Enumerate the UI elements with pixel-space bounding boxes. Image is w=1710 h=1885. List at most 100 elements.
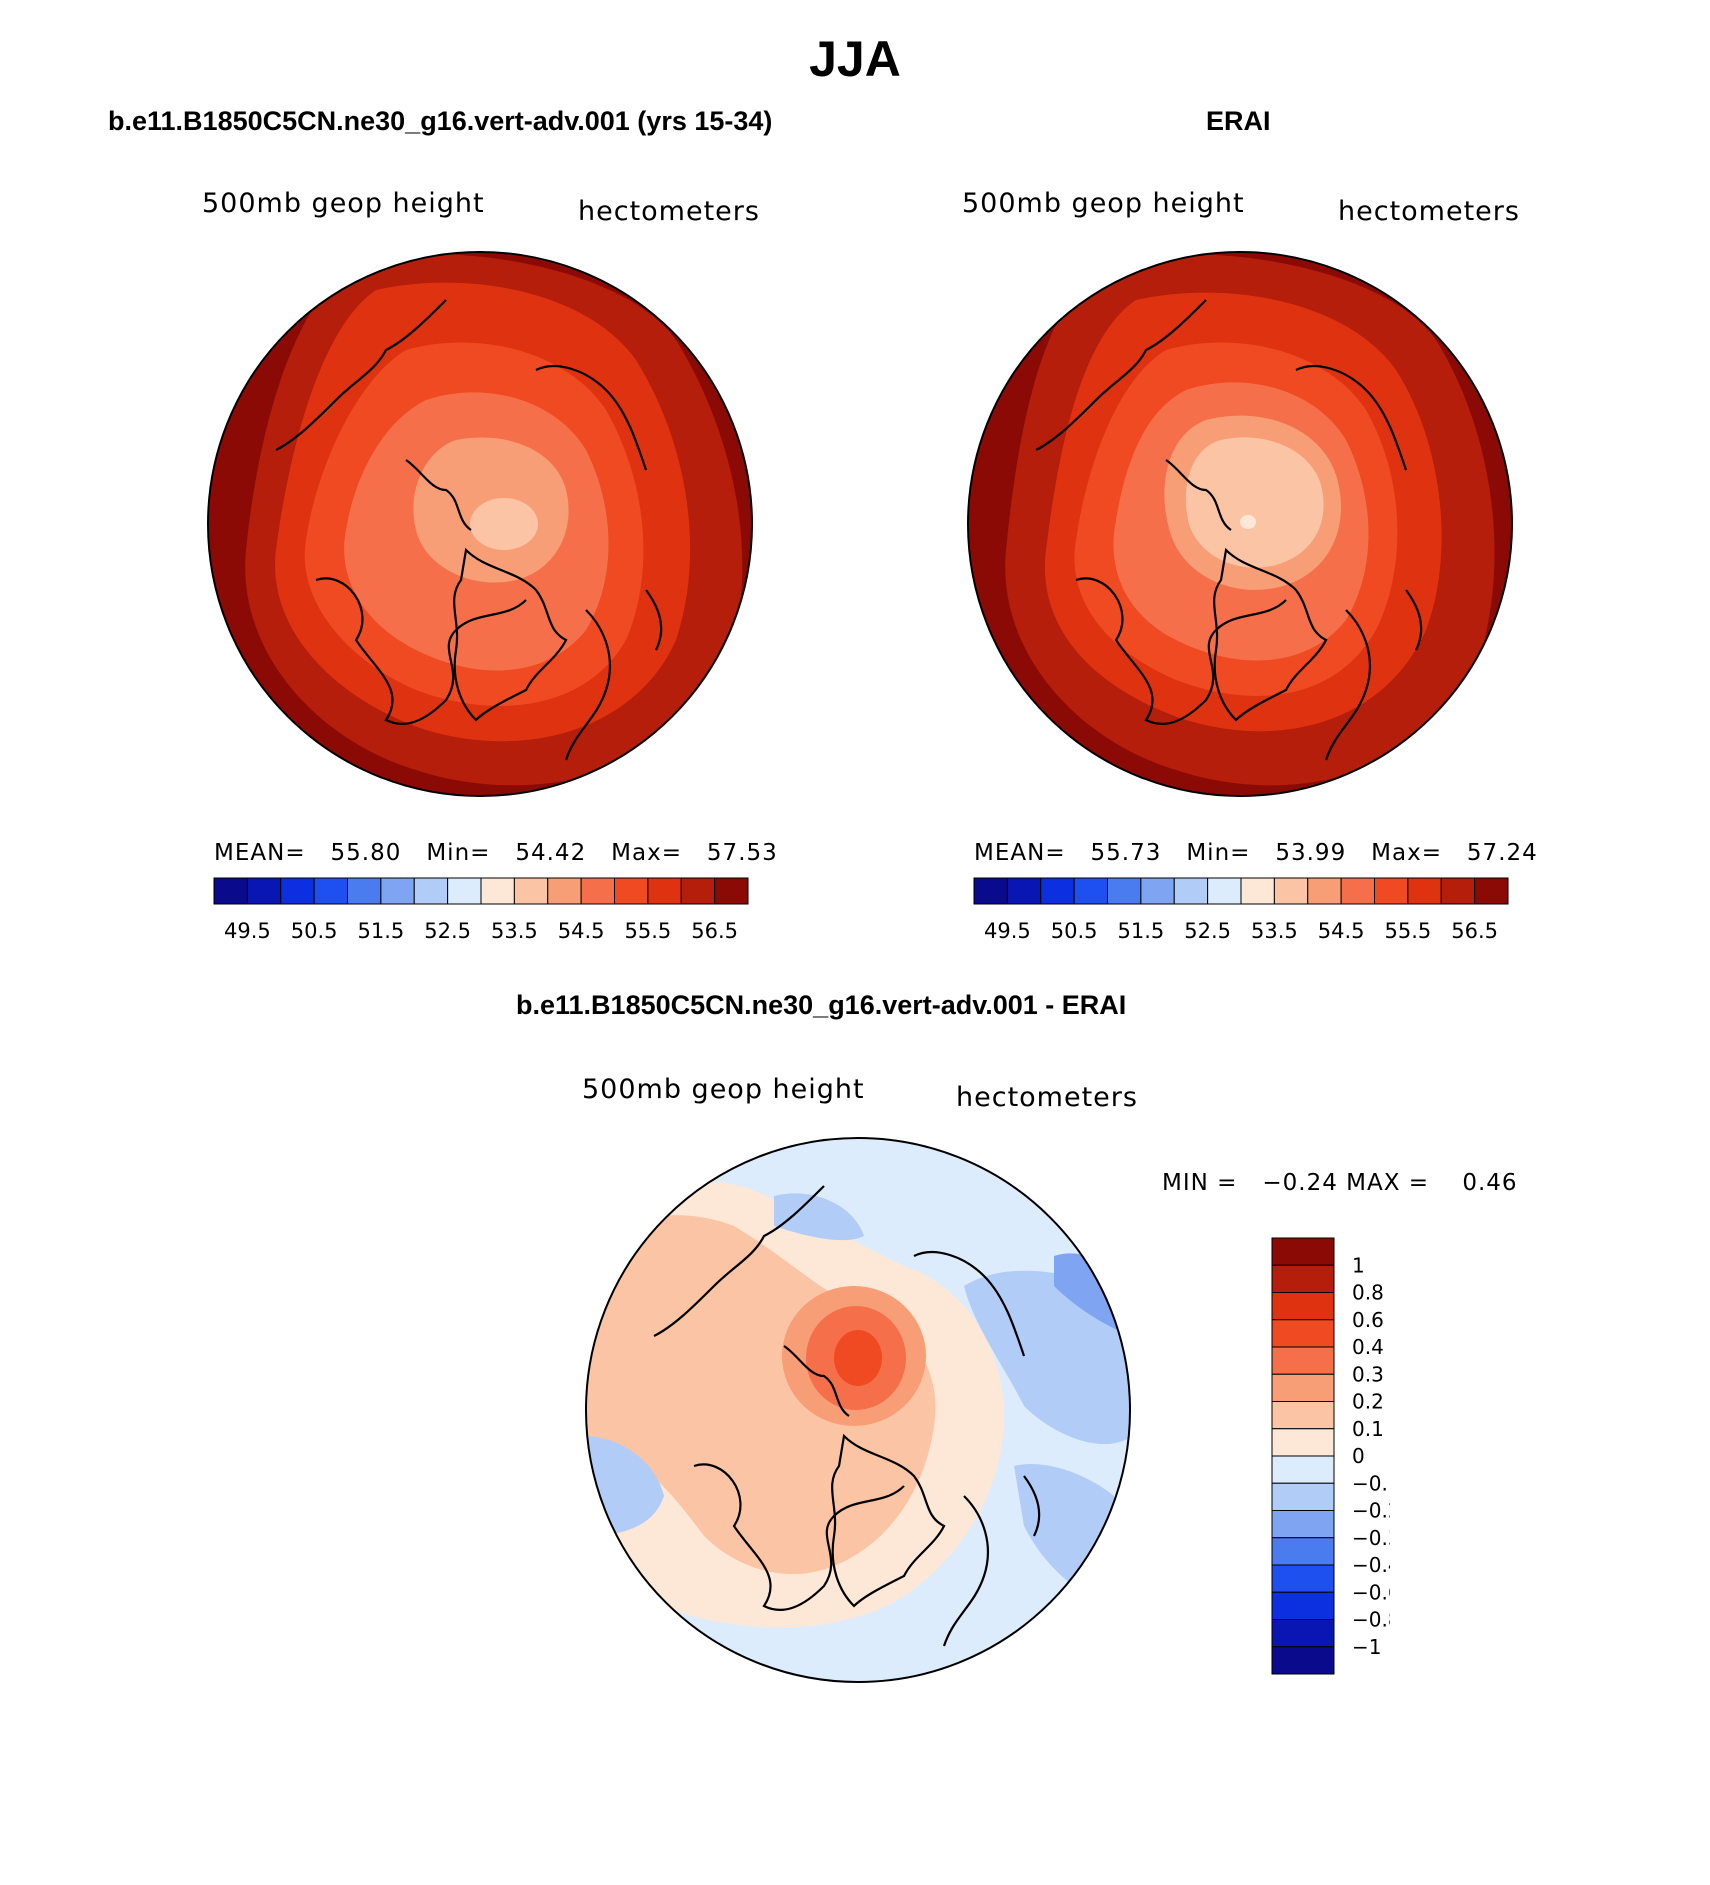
colorbar-2-swatch bbox=[1107, 877, 1142, 905]
panel-1-coastlines bbox=[275, 299, 663, 761]
colorbar-3-tick: −0.8 bbox=[1352, 1608, 1390, 1632]
colorbar-2-swatch bbox=[1140, 877, 1175, 905]
colorbar-2-swatch bbox=[973, 877, 1008, 905]
panel-2-min-value: 53.99 bbox=[1275, 840, 1347, 866]
colorbar-1-tick: 49.5 bbox=[224, 919, 271, 942]
panel-1-map-border bbox=[207, 251, 753, 797]
colorbar-3-swatch bbox=[1271, 1619, 1335, 1648]
panel-2-mean-value: 55.73 bbox=[1090, 840, 1162, 866]
colorbar-1-swatch bbox=[313, 877, 348, 905]
panel-2-max-label: Max= bbox=[1371, 840, 1442, 866]
colorbar-3-tick: 0.3 bbox=[1352, 1362, 1384, 1386]
panel-2-right-label: hectometers bbox=[1338, 196, 1520, 227]
panel-3-max-label: MAX = bbox=[1346, 1170, 1430, 1196]
colorbar-3-swatch bbox=[1271, 1482, 1335, 1511]
colorbar-2-swatch bbox=[1173, 877, 1209, 905]
panel-1-band-min bbox=[470, 498, 538, 550]
panel-2-max-value: 57.24 bbox=[1466, 840, 1538, 866]
colorbar-1-swatch bbox=[647, 877, 682, 905]
panel-1-min-label: Min= bbox=[426, 840, 491, 866]
panel-2-title: ERAI bbox=[1206, 106, 1271, 136]
colorbar-1-tick: 54.5 bbox=[558, 919, 605, 942]
colorbar-3-swatch bbox=[1271, 1373, 1335, 1402]
colorbar-3-swatch bbox=[1271, 1537, 1335, 1566]
colorbar-3-tick: 0.6 bbox=[1352, 1308, 1384, 1332]
panel-1-min-value: 54.42 bbox=[515, 840, 587, 866]
colorbar-1-swatch bbox=[614, 877, 649, 905]
colorbar-3-swatch bbox=[1271, 1428, 1335, 1457]
colorbar-3-tick: 0.4 bbox=[1352, 1335, 1384, 1359]
page-title: JJA bbox=[809, 31, 901, 87]
panel-1-polar-map bbox=[207, 251, 753, 797]
panel-1-title: b.e11.B1850C5CN.ne30_g16.vert-adv.001 (y… bbox=[108, 106, 773, 136]
panel-3-right-label: hectometers bbox=[956, 1082, 1138, 1113]
panel-3-left-label: 500mb geop height bbox=[582, 1074, 865, 1105]
colorbar-2-swatch bbox=[1073, 877, 1108, 905]
panel-3-colorbar: 1 0.8 0.6 0.4 0.3 0.2 0.1 0 −0.1 −0.2 −0.3 −0.4 −0.6… bbox=[1271, 1237, 1390, 1675]
colorbar-1-tick: 53.5 bbox=[491, 919, 538, 942]
panel-1-left-label: 500mb geop height bbox=[202, 188, 485, 219]
colorbar-2-swatch bbox=[1340, 877, 1375, 905]
panel-3-title: b.e11.B1850C5CN.ne30_g16.vert-adv.001 - … bbox=[516, 990, 1127, 1020]
colorbar-3-tick: 0.2 bbox=[1352, 1390, 1384, 1414]
panel-2-band-min bbox=[1240, 515, 1256, 529]
colorbar-1-swatch bbox=[580, 877, 615, 905]
colorbar-1-swatch bbox=[480, 877, 515, 905]
colorbar-3-swatch bbox=[1271, 1591, 1335, 1620]
colorbar-2-swatch bbox=[1040, 877, 1075, 905]
colorbar-1-tick: 55.5 bbox=[624, 919, 671, 942]
colorbar-3-swatch bbox=[1271, 1455, 1335, 1484]
panel-1-right-label: hectometers bbox=[578, 196, 760, 227]
panel-2-polar-map bbox=[967, 251, 1513, 797]
colorbar-3-swatch bbox=[1271, 1264, 1335, 1293]
colorbar-3-swatch bbox=[1271, 1237, 1335, 1266]
panel-1-max-value: 57.53 bbox=[706, 840, 778, 866]
panel-1-stats: MEAN= 55.80 Min= 54.42 Max= 57.53 bbox=[214, 840, 778, 866]
colorbar-2-swatch bbox=[1307, 877, 1342, 905]
colorbar-2-tick: 54.5 bbox=[1318, 919, 1365, 942]
colorbar-1-swatch bbox=[246, 877, 282, 905]
colorbar-3-swatch bbox=[1271, 1646, 1335, 1675]
colorbar-3-swatch bbox=[1271, 1564, 1335, 1593]
panel-1-colorbar: 49.5 50.5 51.5 52.5 53.5 54.5 55.5 56.5 bbox=[213, 877, 749, 942]
colorbar-3-tick: −0.6 bbox=[1352, 1580, 1390, 1604]
colorbar-2-swatch bbox=[1273, 877, 1309, 905]
colorbar-1-swatch bbox=[547, 877, 582, 905]
panel-3-map-border bbox=[585, 1137, 1131, 1683]
colorbar-2-tick: 56.5 bbox=[1451, 919, 1498, 942]
colorbar-1-swatch bbox=[380, 877, 415, 905]
colorbar-2-swatch bbox=[1440, 877, 1476, 905]
panel-1-mean-value: 55.80 bbox=[330, 840, 402, 866]
panel-3-min-value: −0.24 bbox=[1262, 1170, 1338, 1196]
colorbar-3-swatch bbox=[1271, 1346, 1335, 1375]
colorbar-3-tick: 1 bbox=[1352, 1253, 1365, 1277]
colorbar-1-swatch bbox=[447, 877, 482, 905]
colorbar-2-swatch bbox=[1374, 877, 1409, 905]
panel-3-band-pos04 bbox=[834, 1330, 882, 1386]
colorbar-1-swatch bbox=[280, 877, 315, 905]
colorbar-1-swatch bbox=[347, 877, 382, 905]
panel-3-coastlines bbox=[653, 1185, 1041, 1647]
panel-2-colorbar: 49.5 50.5 51.5 52.5 53.5 54.5 55.5 56.5 bbox=[973, 877, 1509, 942]
colorbar-2-tick: 49.5 bbox=[984, 919, 1031, 942]
colorbar-3-swatch bbox=[1271, 1319, 1335, 1348]
panel-2-min-label: Min= bbox=[1186, 840, 1251, 866]
colorbar-3-tick: −0.3 bbox=[1352, 1526, 1390, 1550]
colorbar-2-swatch bbox=[1474, 877, 1509, 905]
colorbar-1-swatch bbox=[714, 877, 749, 905]
colorbar-3-tick: 0.8 bbox=[1352, 1281, 1384, 1305]
panel-3-band-neg02-top bbox=[774, 1193, 864, 1241]
colorbar-1-tick: 51.5 bbox=[357, 919, 404, 942]
colorbar-1-swatch bbox=[680, 877, 716, 905]
colorbar-2-tick: 51.5 bbox=[1117, 919, 1164, 942]
colorbar-2-tick: 52.5 bbox=[1184, 919, 1231, 942]
colorbar-2-tick: 55.5 bbox=[1384, 919, 1431, 942]
colorbar-1-swatch bbox=[213, 877, 248, 905]
colorbar-3-tick: −1 bbox=[1352, 1635, 1381, 1659]
panel-2-band-540 bbox=[1185, 437, 1324, 568]
panel-2-coastlines bbox=[1035, 299, 1423, 761]
colorbar-3-tick: −0.4 bbox=[1352, 1553, 1390, 1577]
colorbar-1-tick: 56.5 bbox=[691, 919, 738, 942]
colorbar-3-swatch bbox=[1271, 1510, 1335, 1539]
colorbar-2-tick: 50.5 bbox=[1051, 919, 1098, 942]
